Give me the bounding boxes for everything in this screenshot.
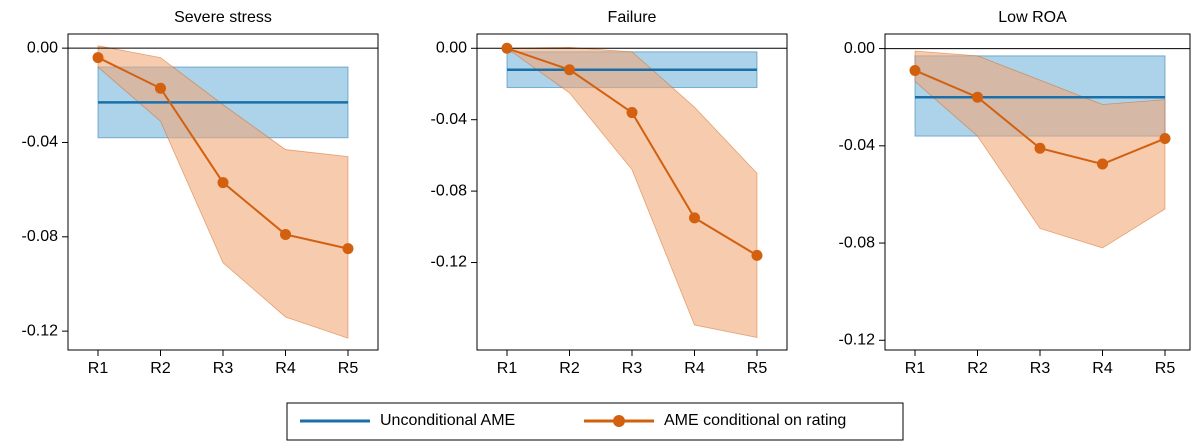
panel-title: Failure xyxy=(608,9,657,26)
x-tick-label: R2 xyxy=(150,360,171,377)
conditional-point xyxy=(1159,133,1171,145)
panel-title: Severe stress xyxy=(174,9,272,26)
conditional-point xyxy=(689,212,700,224)
x-tick-label: R4 xyxy=(275,360,296,377)
conditional-point xyxy=(972,91,983,103)
y-tick-label: 0.00 xyxy=(27,39,58,56)
panel: Failure 0.00 -0.04 -0.08 -0.12 R1 R2 R3 R4 R5 xyxy=(431,9,788,377)
conditional-point xyxy=(92,52,104,64)
y-tick-label: -0.08 xyxy=(22,228,59,245)
y-tick-label: 0.00 xyxy=(436,40,467,57)
x-tick-label: R1 xyxy=(497,360,518,377)
y-tick-label: -0.12 xyxy=(839,331,876,348)
x-tick-label: R5 xyxy=(747,360,768,377)
x-tick-label: R1 xyxy=(905,360,926,377)
conditional-point xyxy=(217,177,229,189)
x-tick-label: R4 xyxy=(684,360,705,377)
legend-label: AME conditional on rating xyxy=(664,412,846,429)
legend: Unconditional AME AME conditional on rat… xyxy=(286,402,904,441)
y-tick-label: -0.04 xyxy=(431,111,468,128)
y-tick-label: -0.08 xyxy=(839,234,876,251)
conditional-point xyxy=(564,64,575,76)
x-tick-label: R5 xyxy=(338,360,359,377)
conditional-point xyxy=(1097,158,1108,170)
x-tick-label: R4 xyxy=(1092,360,1113,377)
y-tick-label: 0.00 xyxy=(844,40,875,57)
conditional-point xyxy=(501,42,513,54)
conditional-point xyxy=(342,243,354,255)
y-tick-label: -0.08 xyxy=(431,182,468,199)
conditional-point xyxy=(751,249,763,261)
panel: Severe stress 0.00 -0.04 -0.08 -0.12 R1 R2 R3 R4… xyxy=(22,9,379,377)
y-tick-label: -0.04 xyxy=(839,137,876,154)
conditional-point xyxy=(280,228,291,240)
x-tick-label: R2 xyxy=(967,360,988,377)
conditional-point xyxy=(626,107,638,119)
legend-label: Unconditional AME xyxy=(380,412,515,429)
x-tick-label: R3 xyxy=(622,360,643,377)
x-tick-label: R1 xyxy=(88,360,109,377)
y-tick-label: -0.12 xyxy=(431,254,468,271)
conditional-ci xyxy=(505,46,758,338)
y-tick-label: -0.04 xyxy=(22,134,59,151)
x-tick-label: R3 xyxy=(213,360,234,377)
legend-marker xyxy=(613,415,625,427)
x-tick-label: R2 xyxy=(559,360,580,377)
x-tick-label: R3 xyxy=(1030,360,1051,377)
panel-title: Low ROA xyxy=(998,9,1067,26)
conditional-point xyxy=(909,64,921,76)
x-tick-label: R5 xyxy=(1155,360,1176,377)
conditional-point xyxy=(155,82,166,94)
plot-frame xyxy=(884,33,1191,351)
conditional-point xyxy=(1034,142,1046,154)
panel: Low ROA 0.00 -0.04 -0.08 -0.12 R1 R2 R3 R4 R5 xyxy=(839,9,1191,377)
y-tick-label: -0.12 xyxy=(22,322,59,339)
